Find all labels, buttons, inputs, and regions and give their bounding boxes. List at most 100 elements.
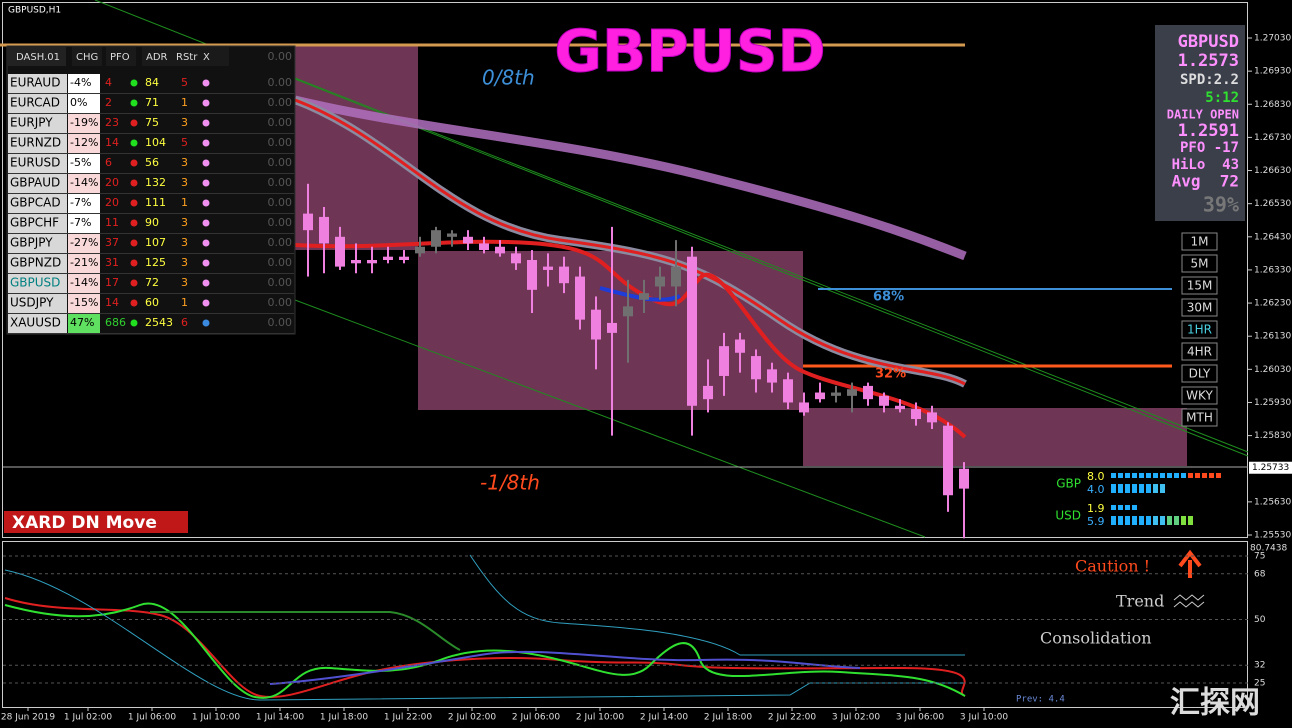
header-text: X: [203, 52, 210, 63]
chg: -27%: [70, 236, 98, 249]
timeframe-button[interactable]: [1181, 408, 1218, 427]
strength-cell: [1202, 473, 1207, 478]
pair-cell: [8, 194, 67, 213]
x-tick-label: 1 Jul 06:00: [128, 713, 177, 723]
candle-body: [559, 266, 569, 284]
timeframe-button[interactable]: [1181, 232, 1218, 251]
pfo-dot: [130, 239, 138, 247]
y-tick-label: 1.26230: [1254, 299, 1291, 309]
strength-cell: [1125, 473, 1130, 478]
strength-cell: [1167, 516, 1172, 525]
timeframe-label: 15M: [1187, 279, 1213, 293]
chg: 47%: [70, 316, 94, 329]
candle-body: [607, 322, 617, 333]
x-tick-label: 2 Jul 10:00: [576, 713, 625, 723]
adr: 111: [145, 196, 166, 209]
pfo-dot: [130, 299, 138, 307]
row-value: 0.00: [268, 136, 293, 149]
timeframe-button[interactable]: [1181, 386, 1218, 405]
pfo-dot: [130, 79, 138, 87]
candle-body: [687, 256, 697, 406]
pfo: 37: [105, 236, 119, 249]
candle-body: [463, 236, 473, 244]
chg: -19%: [70, 116, 98, 129]
pfo-dot: [130, 279, 138, 287]
pair-cell: [8, 114, 67, 133]
rstr-dot: [202, 259, 210, 267]
info-text: 1.2573: [1178, 51, 1239, 71]
timeframe-button[interactable]: [1181, 342, 1218, 361]
pair: GBPJPY: [10, 236, 53, 250]
rstr: 3: [181, 156, 188, 169]
pair: USDJPY: [10, 296, 54, 310]
adr: 132: [145, 176, 166, 189]
candle-body: [415, 246, 425, 254]
info-bg: [1155, 25, 1245, 221]
pfo-dot: [130, 179, 138, 187]
strength-cell: [1181, 473, 1186, 478]
x-tick-label: 1 Jul 10:00: [192, 713, 241, 723]
strength-cell: [1209, 473, 1214, 478]
timeframe-button[interactable]: [1181, 298, 1218, 317]
candle-body: [623, 306, 633, 317]
candle-body: [495, 246, 505, 254]
y-tick-label: 25: [1254, 679, 1265, 689]
rstr-dot: [202, 219, 210, 227]
candle-body: [511, 253, 521, 264]
timeframe-button[interactable]: [1181, 320, 1218, 339]
chg: -21%: [70, 256, 98, 269]
candle-body: [479, 243, 489, 251]
pair-cell: [8, 94, 67, 113]
chg-cell: [68, 254, 100, 273]
channel-line: [294, 77, 1249, 453]
timeframe-label: MTH: [1186, 411, 1213, 425]
timeframe-button[interactable]: [1181, 364, 1218, 383]
strength-cell: [1118, 505, 1123, 510]
header-cell: [72, 47, 102, 66]
info-text: GBPUSD: [1178, 32, 1239, 52]
candle-body: [959, 468, 969, 489]
candle-body: [351, 259, 361, 264]
timeframe-label: 4HR: [1187, 345, 1212, 359]
header-text: DASH.01: [16, 52, 60, 63]
pfo: 17: [105, 276, 119, 289]
rstr-dot: [202, 119, 210, 127]
move-box: [4, 511, 188, 533]
strength-cell: [1153, 484, 1158, 493]
pair-cell: [8, 294, 67, 313]
rstr-dot: [202, 239, 210, 247]
adr: 90: [145, 216, 159, 229]
strength-cell: [1111, 505, 1116, 510]
candle-body: [383, 256, 393, 260]
rstr-dot: [202, 99, 210, 107]
x-tick-label: 2 Jul 22:00: [768, 713, 817, 723]
caution: Caution !: [1075, 557, 1150, 576]
rstr-dot: [202, 139, 210, 147]
strength-cell: [1111, 484, 1116, 493]
y-tick-label: 75: [1254, 552, 1265, 562]
info-text: DAILY OPEN: [1167, 108, 1239, 122]
timeframe-button[interactable]: [1181, 276, 1218, 295]
chg-cell: [68, 154, 100, 173]
x-tick-label: 3 Jul 06:00: [896, 713, 945, 723]
strength-cell: [1146, 473, 1151, 478]
strength-a: 1.9: [1087, 502, 1105, 515]
chg: -14%: [70, 276, 98, 289]
pair-cell: [8, 254, 67, 273]
timeframe-button[interactable]: [1181, 254, 1218, 273]
rstr-dot: [202, 179, 210, 187]
row-value: 0.00: [268, 116, 293, 129]
candle-body: [927, 412, 937, 423]
y-tick-label: 50: [1254, 615, 1266, 625]
candle-body: [447, 233, 457, 237]
price-tag-label: 1.25733: [1252, 463, 1289, 473]
strength-cell: [1111, 516, 1116, 525]
rstr: 3: [181, 276, 188, 289]
consolidation: Consolidation: [1040, 629, 1152, 648]
strength-cell: [1188, 473, 1193, 478]
rstr-dot: [202, 159, 210, 167]
x-tick-label: 28 Jun 2019: [1, 713, 55, 723]
pfo: 20: [105, 176, 119, 189]
chg: -14%: [70, 176, 98, 189]
header-text: ADR: [146, 52, 168, 63]
